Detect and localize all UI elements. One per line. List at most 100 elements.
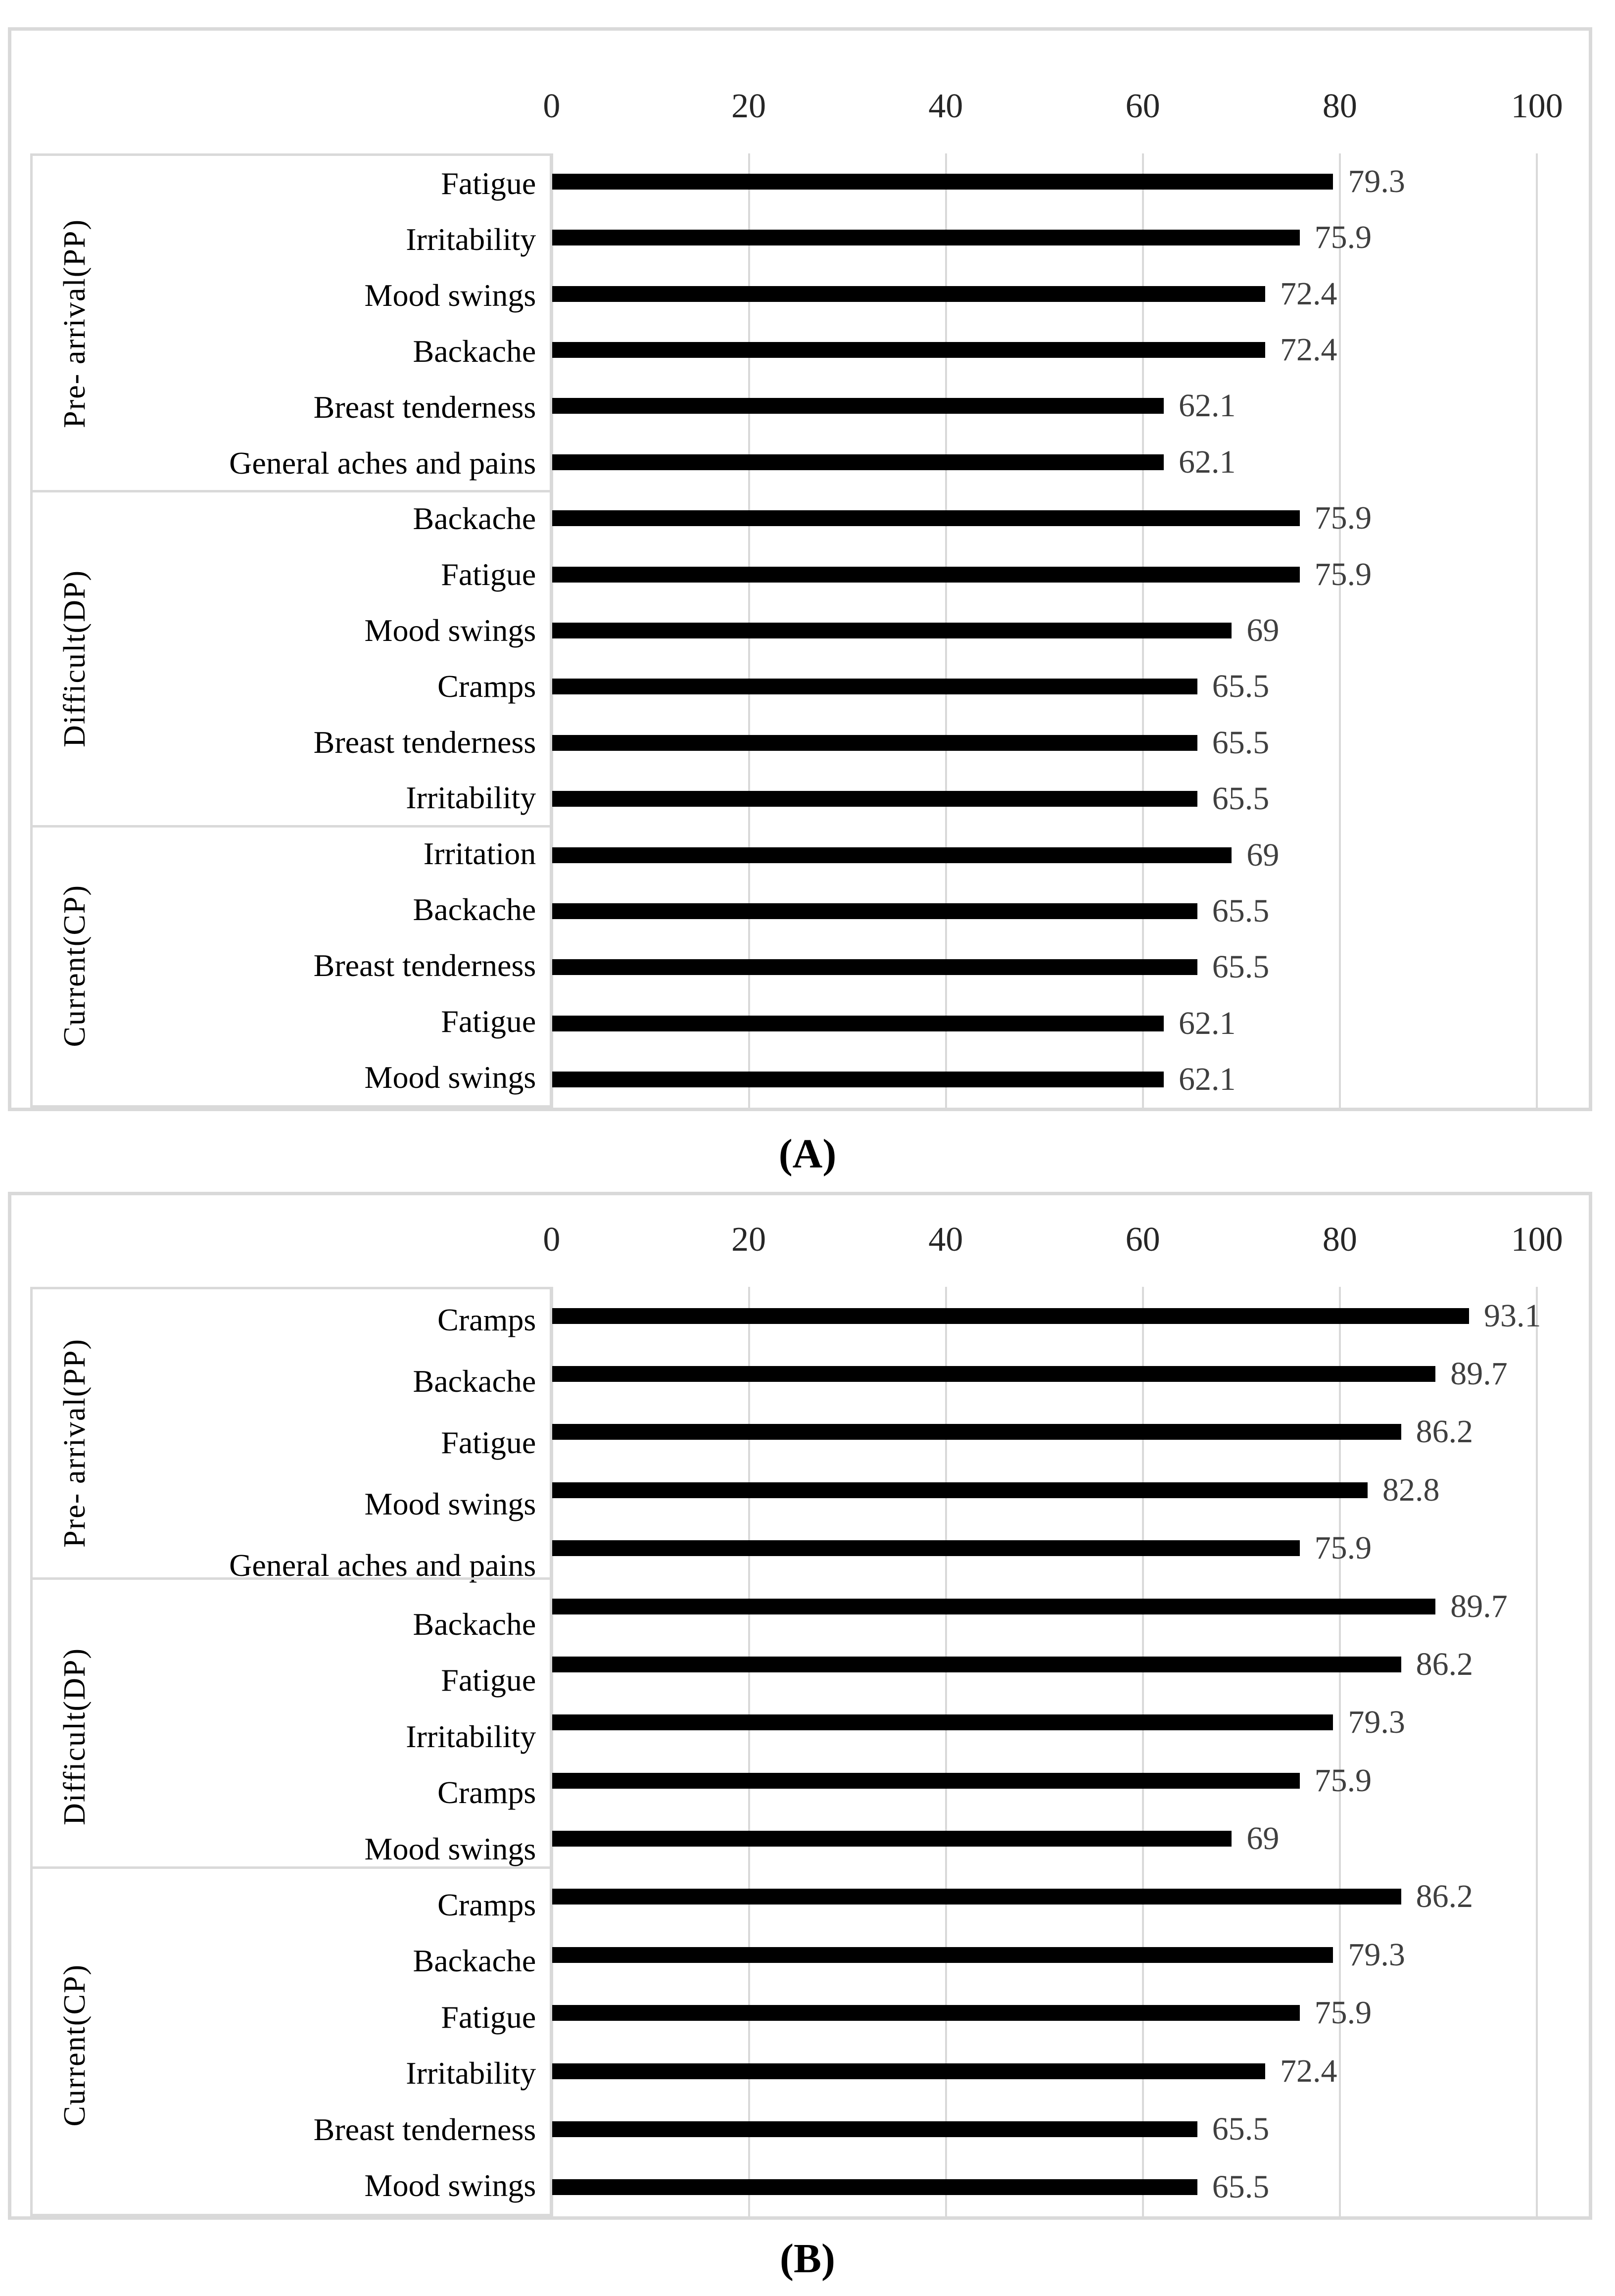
axis-ticks: 0 20 40 60 80 100 bbox=[543, 1195, 1589, 1287]
bar-row: 86.2 bbox=[552, 1635, 1589, 1693]
bar-value-label: 89.7 bbox=[1450, 1588, 1508, 1624]
bar-value-label: 75.9 bbox=[1314, 1995, 1372, 2031]
axis-ticks: 0 20 40 60 80 100 bbox=[543, 31, 1589, 153]
symptom-label: Backache bbox=[413, 1943, 536, 1979]
bar-row: 79.3 bbox=[552, 153, 1589, 209]
group-label: Pre- arrival(PP) bbox=[57, 219, 92, 428]
symptom-label: Breast tenderness bbox=[313, 724, 536, 760]
symptom-label: Fatigue bbox=[441, 1003, 536, 1039]
group-divider bbox=[33, 489, 550, 492]
bar-row: 62.1 bbox=[552, 378, 1589, 434]
bar-value-label: 75.9 bbox=[1314, 219, 1372, 256]
bar-value-label: 65.5 bbox=[1212, 2110, 1270, 2147]
bar-value-label: 75.9 bbox=[1314, 500, 1372, 537]
axis-tick-label: 20 bbox=[731, 87, 766, 125]
axis-tick-label: 60 bbox=[1125, 1221, 1160, 1259]
bar-row: 72.4 bbox=[552, 322, 1589, 378]
chart-b-content: Pre- arrival(PP) Cramps Backache Fatigue Moo… bbox=[11, 1287, 1589, 2216]
category-group: Pre- arrival(PP) Fatigue Irritability Mood … bbox=[33, 156, 550, 491]
symptom-label: Fatigue bbox=[441, 1425, 536, 1461]
bar bbox=[552, 1772, 1300, 1789]
bar bbox=[552, 1072, 1164, 1088]
group-divider bbox=[33, 825, 550, 828]
axis-tick-label: 80 bbox=[1322, 87, 1357, 125]
bar bbox=[552, 959, 1197, 976]
bar-row: 69 bbox=[552, 827, 1589, 883]
bar bbox=[552, 622, 1232, 638]
bar-row: 62.1 bbox=[552, 995, 1589, 1051]
bar-row: 69 bbox=[552, 602, 1589, 658]
bar-row: 62.1 bbox=[552, 434, 1589, 490]
chart-a-box: 0 20 40 60 80 100 Pre- arrival(PP) Fatigue Irri… bbox=[8, 27, 1592, 1111]
symptom-label: Breast tenderness bbox=[313, 2111, 536, 2147]
category-label-box: Pre- arrival(PP) Fatigue Irritability Mood … bbox=[30, 153, 553, 1108]
bar bbox=[552, 2063, 1266, 2079]
symptom-label: Irritability bbox=[406, 2055, 536, 2091]
bar-value-label: 69 bbox=[1246, 836, 1280, 873]
bar bbox=[552, 1540, 1300, 1557]
group-label: Current(CP) bbox=[57, 1964, 92, 2127]
bar bbox=[552, 2179, 1197, 2196]
axis-tick-label: 80 bbox=[1322, 1221, 1357, 1259]
group-label-cell: Difficult(DP) bbox=[33, 1596, 117, 1877]
bar-row: 65.5 bbox=[552, 771, 1589, 827]
bar-row: 93.1 bbox=[552, 1287, 1589, 1345]
gridline bbox=[945, 1287, 948, 2216]
bar bbox=[552, 1889, 1401, 1905]
group-label-cell: Current(CP) bbox=[33, 826, 117, 1105]
symptom-label: Backache bbox=[413, 501, 536, 537]
group-divider bbox=[33, 1577, 550, 1580]
bar-value-label: 69 bbox=[1246, 612, 1280, 648]
bar bbox=[552, 2121, 1197, 2137]
bar-value-label: 75.9 bbox=[1314, 1530, 1372, 1566]
symptom-label: Fatigue bbox=[441, 1999, 536, 2035]
bar-row: 72.4 bbox=[552, 2042, 1589, 2100]
bar-row: 65.5 bbox=[552, 939, 1589, 995]
symptom-label: Irritation bbox=[423, 836, 536, 872]
bar-row: 79.3 bbox=[552, 1926, 1589, 1984]
bar-value-label: 75.9 bbox=[1314, 556, 1372, 592]
bar-value-label: 65.5 bbox=[1212, 668, 1270, 705]
bar-value-label: 65.5 bbox=[1212, 892, 1270, 929]
symptom-label: Backache bbox=[413, 892, 536, 928]
bar-value-label: 62.1 bbox=[1179, 443, 1236, 480]
bar-row: 86.2 bbox=[552, 1868, 1589, 1926]
group-label: Current(CP) bbox=[57, 884, 92, 1047]
symptom-label: Mood swings bbox=[364, 278, 536, 313]
chart-b-axis-row: 0 20 40 60 80 100 bbox=[11, 1195, 1589, 1287]
axis-spacer bbox=[11, 1195, 552, 1287]
bar bbox=[552, 566, 1300, 583]
bar-value-label: 65.5 bbox=[1212, 949, 1270, 985]
bar-row: 75.9 bbox=[552, 1519, 1589, 1577]
symptom-label-column: Irritation Backache Breast tenderness Fatig… bbox=[117, 826, 550, 1105]
bar bbox=[552, 903, 1197, 919]
symptom-label: Cramps bbox=[437, 668, 536, 704]
symptom-label: Breast tenderness bbox=[313, 389, 536, 425]
bar-value-label: 65.5 bbox=[1212, 781, 1270, 817]
bar-row: 79.3 bbox=[552, 1694, 1589, 1752]
group-label-cell: Current(CP) bbox=[33, 1877, 117, 2214]
symptom-label: Mood swings bbox=[364, 2168, 536, 2203]
symptom-label: Mood swings bbox=[364, 613, 536, 648]
category-group: Current(CP) Irritation Backache Breast tend… bbox=[33, 826, 550, 1105]
axis-tick-label: 60 bbox=[1125, 87, 1160, 125]
category-label-box: Pre- arrival(PP) Cramps Backache Fatigue Moo… bbox=[30, 1287, 553, 2216]
bar-value-label: 72.4 bbox=[1280, 331, 1337, 368]
bar-value-label: 89.7 bbox=[1450, 1356, 1508, 1392]
plot-area: 93.1 89.7 86.2 82.8 75.9 89.7 86.2 79.3 75.9 69 86… bbox=[551, 1287, 1589, 2216]
bar bbox=[552, 173, 1333, 190]
group-label-cell: Pre- arrival(PP) bbox=[33, 156, 117, 491]
bar-value-label: 79.3 bbox=[1348, 163, 1405, 199]
bar bbox=[552, 454, 1164, 470]
bar-row: 86.2 bbox=[552, 1403, 1589, 1461]
chart-a-content: Pre- arrival(PP) Fatigue Irritability Mood … bbox=[11, 153, 1589, 1108]
bar-value-label: 72.4 bbox=[1280, 2052, 1337, 2089]
bar bbox=[552, 398, 1164, 414]
bar bbox=[552, 286, 1266, 302]
bar bbox=[552, 1714, 1333, 1731]
symptom-label: Mood swings bbox=[364, 1059, 536, 1095]
symptom-label: Cramps bbox=[437, 1887, 536, 1923]
bar bbox=[552, 734, 1197, 751]
symptom-label: Backache bbox=[413, 1364, 536, 1399]
bar bbox=[552, 1831, 1232, 1847]
